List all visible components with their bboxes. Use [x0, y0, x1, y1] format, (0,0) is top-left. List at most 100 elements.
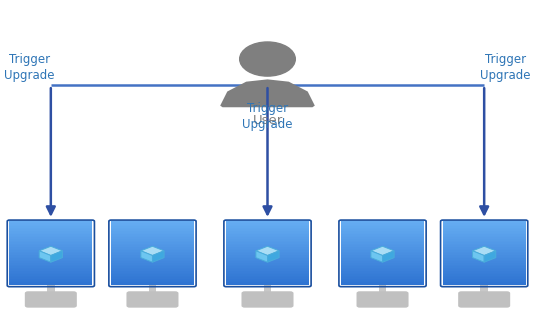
- Polygon shape: [39, 246, 63, 256]
- Bar: [341, 269, 424, 271]
- Bar: [341, 229, 424, 231]
- Bar: [111, 233, 194, 234]
- Bar: [341, 252, 424, 253]
- Bar: [226, 273, 309, 274]
- Bar: [226, 255, 309, 256]
- Bar: [226, 282, 309, 284]
- Bar: [10, 241, 92, 242]
- Bar: [111, 265, 194, 266]
- Bar: [111, 252, 194, 253]
- Bar: [10, 266, 92, 268]
- Bar: [111, 269, 194, 271]
- Bar: [341, 225, 424, 226]
- Bar: [111, 249, 194, 250]
- Bar: [10, 276, 92, 277]
- Bar: [226, 233, 309, 234]
- Bar: [341, 241, 424, 242]
- Bar: [443, 244, 526, 245]
- Bar: [341, 280, 424, 282]
- Bar: [10, 229, 92, 231]
- Bar: [10, 269, 92, 271]
- Bar: [10, 280, 92, 282]
- Bar: [341, 284, 424, 285]
- Bar: [10, 250, 92, 252]
- Bar: [226, 271, 309, 273]
- Bar: [443, 249, 526, 250]
- Bar: [341, 253, 424, 255]
- Bar: [226, 226, 309, 228]
- Bar: [10, 258, 92, 260]
- Polygon shape: [51, 251, 63, 262]
- Bar: [443, 255, 526, 256]
- Bar: [10, 233, 92, 234]
- Bar: [111, 258, 194, 260]
- Bar: [226, 242, 309, 244]
- Bar: [111, 242, 194, 244]
- Bar: [443, 261, 526, 263]
- Bar: [111, 226, 194, 228]
- Bar: [341, 245, 424, 247]
- Bar: [111, 261, 194, 263]
- Bar: [10, 274, 92, 276]
- Bar: [443, 256, 526, 258]
- Bar: [111, 234, 194, 236]
- Bar: [443, 269, 526, 271]
- Bar: [111, 244, 194, 245]
- Polygon shape: [371, 246, 394, 256]
- Bar: [226, 245, 309, 247]
- Bar: [10, 236, 92, 237]
- Bar: [226, 231, 309, 233]
- Polygon shape: [484, 251, 496, 262]
- Bar: [226, 247, 309, 249]
- Bar: [341, 271, 424, 273]
- Polygon shape: [256, 246, 279, 256]
- Bar: [226, 276, 309, 277]
- Bar: [443, 247, 526, 249]
- Bar: [226, 269, 309, 271]
- Bar: [111, 250, 194, 252]
- Bar: [264, 279, 271, 297]
- Bar: [341, 258, 424, 260]
- Bar: [341, 242, 424, 244]
- Bar: [226, 244, 309, 245]
- Bar: [111, 256, 194, 258]
- Bar: [443, 226, 526, 228]
- Bar: [111, 223, 194, 225]
- Polygon shape: [39, 251, 51, 262]
- Bar: [341, 233, 424, 234]
- Bar: [10, 284, 92, 285]
- Bar: [443, 277, 526, 279]
- Bar: [443, 223, 526, 225]
- Bar: [111, 284, 194, 285]
- Bar: [341, 244, 424, 245]
- Bar: [10, 249, 92, 250]
- Bar: [111, 237, 194, 239]
- Bar: [341, 261, 424, 263]
- Bar: [111, 228, 194, 229]
- Bar: [443, 252, 526, 253]
- Bar: [111, 245, 194, 247]
- FancyBboxPatch shape: [241, 291, 294, 308]
- Polygon shape: [383, 251, 394, 262]
- Bar: [111, 239, 194, 241]
- Bar: [10, 247, 92, 249]
- Polygon shape: [472, 246, 496, 256]
- Polygon shape: [141, 251, 152, 262]
- Bar: [226, 258, 309, 260]
- Bar: [10, 237, 92, 239]
- Bar: [10, 223, 92, 225]
- Bar: [341, 237, 424, 239]
- Bar: [226, 279, 309, 280]
- FancyBboxPatch shape: [126, 291, 179, 308]
- Bar: [226, 236, 309, 237]
- Polygon shape: [141, 246, 164, 256]
- Bar: [111, 276, 194, 277]
- FancyBboxPatch shape: [356, 291, 409, 308]
- Bar: [111, 273, 194, 274]
- Bar: [443, 234, 526, 236]
- Bar: [111, 271, 194, 273]
- Bar: [443, 241, 526, 242]
- Bar: [341, 249, 424, 250]
- Bar: [341, 277, 424, 279]
- Bar: [341, 228, 424, 229]
